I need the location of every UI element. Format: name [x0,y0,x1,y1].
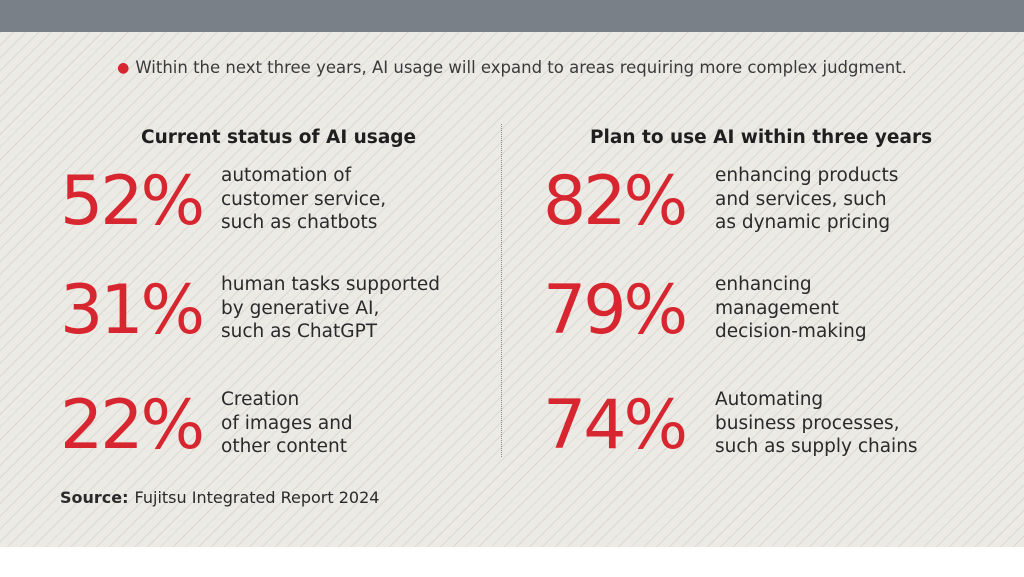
stat-description: enhancing management decision-making [715,273,867,344]
stat-line: enhancing products [715,165,899,186]
stat-line: such as ChatGPT [221,321,378,342]
stat-description: automation of customer service, such as … [221,164,386,235]
stat-line: human tasks supported [221,274,441,295]
stat-line: automation of [221,165,352,186]
stat-description: Automating business processes, such as s… [715,388,918,459]
stat-line: customer service, [221,188,387,210]
stat-line: as dynamic pricing [715,212,891,233]
stat-description: enhancing products and services, such as… [715,164,898,235]
source-text: Fujitsu Integrated Report 2024 [134,488,380,507]
stat-description: human tasks supported by generative AI, … [221,273,440,344]
bullet-icon: ● [117,60,130,76]
stat-line: of images and [221,412,353,434]
stat-line: decision-making [715,321,867,342]
stat-value: 52% [60,162,205,241]
header-bar [0,0,1024,32]
stat-line: such as supply chains [715,436,918,457]
stat-value: 22% [60,386,205,465]
stat-line: business processes, [715,412,900,434]
current-status-heading: Current status of AI usage [141,127,417,148]
source-label: Source: [60,488,129,507]
footer-strip [0,547,1024,577]
plan-heading: Plan to use AI within three years [590,127,933,148]
stat-line: management [715,297,839,319]
column-divider [501,124,502,457]
subtitle: ● Within the next three years, AI usage w… [0,58,1024,77]
stat-line: such as chatbots [221,212,378,233]
stat-line: and services, such [715,188,887,210]
stat-line: other content [221,436,347,457]
stat-value: 82% [543,162,688,241]
stat-value: 79% [543,271,688,350]
stat-line: by generative AI, [221,297,380,319]
stat-line: Creation [221,389,300,410]
stat-value: 74% [543,386,688,465]
subtitle-text: Within the next three years, AI usage wi… [135,58,907,77]
stat-value: 31% [60,271,205,350]
stat-line: enhancing [715,274,812,295]
stat-line: Automating [715,389,824,410]
source-citation: Source: Fujitsu Integrated Report 2024 [60,488,379,507]
stat-description: Creation of images and other content [221,388,353,459]
infographic-panel [0,32,1024,547]
